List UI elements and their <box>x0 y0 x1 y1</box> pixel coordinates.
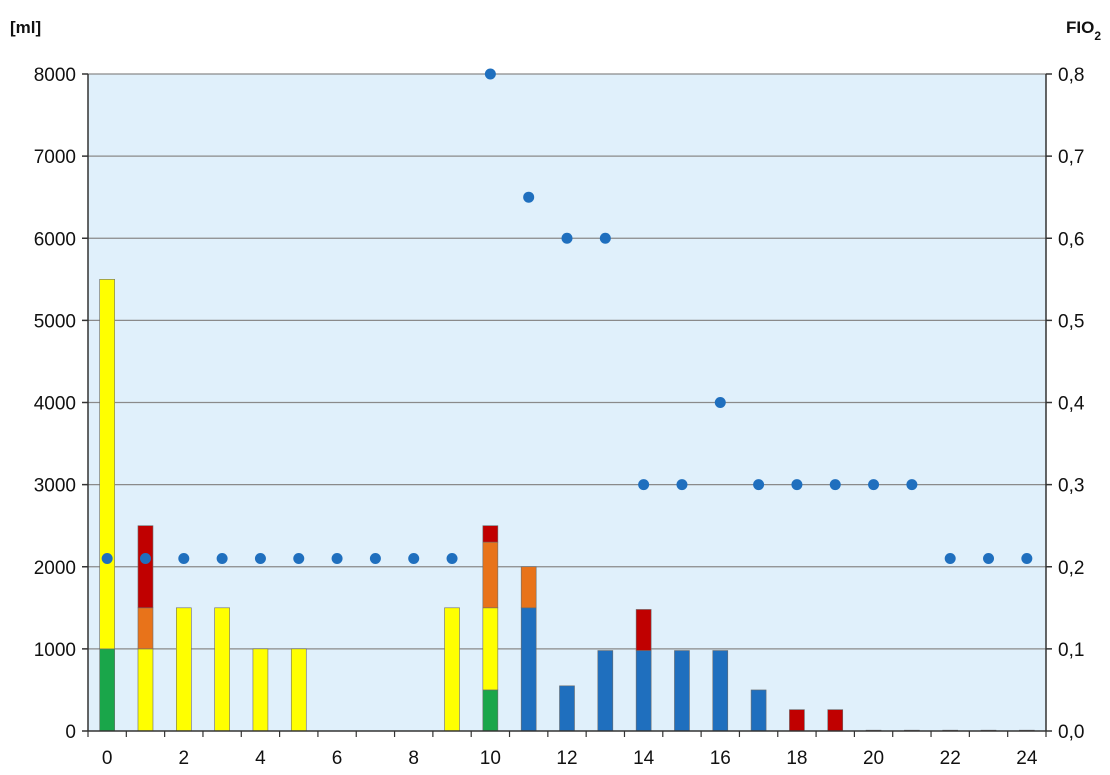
x-tick-label: 14 <box>633 748 655 769</box>
axes <box>82 73 1052 737</box>
fio2-point <box>829 479 841 491</box>
fio2-point <box>446 553 458 565</box>
left-tick-label: 0 <box>65 722 76 743</box>
bars <box>99 279 1035 732</box>
fio2-point <box>638 479 650 491</box>
fio2-point <box>178 553 190 565</box>
right-tick-label: 0,3 <box>1058 476 1084 497</box>
bar-segment <box>290 648 307 732</box>
bar-segment <box>635 609 652 651</box>
bar-segment <box>482 541 499 609</box>
left-tick-label: 1000 <box>34 640 76 661</box>
bar-segment <box>137 648 154 732</box>
bar-segment <box>559 685 575 732</box>
x-tick-label: 2 <box>179 748 190 769</box>
bar-segment <box>214 607 230 732</box>
left-tick-label: 5000 <box>34 311 76 332</box>
x-tick-label: 22 <box>940 748 961 769</box>
left-tick-label: 8000 <box>34 65 76 86</box>
bar-segment <box>712 650 729 732</box>
bar-segment <box>597 650 614 732</box>
bar-segment <box>674 650 690 732</box>
fio2-point <box>944 553 956 565</box>
fio2-point <box>676 479 688 491</box>
bar-segment <box>99 279 115 650</box>
fio2-point <box>753 479 765 491</box>
fio2-point <box>101 553 113 565</box>
tick-labels: 0 1000 2000 3000 4000 5000 6000 7000 8000 0,0 0,1 0… <box>34 65 1085 769</box>
left-axis-unit: [ml] <box>10 18 41 37</box>
bar-segment <box>827 709 844 732</box>
bar-segment <box>482 689 499 732</box>
bar-segment <box>482 607 499 691</box>
fio2-point <box>906 479 918 491</box>
right-tick-label: 0,6 <box>1058 229 1084 250</box>
fio2-points <box>101 68 1033 565</box>
fio2-point <box>868 479 880 491</box>
fio2-point <box>331 553 343 565</box>
bar-segment <box>750 689 767 732</box>
right-tick-label: 0,8 <box>1058 65 1084 86</box>
fio2-point <box>599 232 611 244</box>
x-tick-label: 4 <box>255 748 266 769</box>
right-tick-label: 0,4 <box>1058 394 1085 415</box>
fio2-point <box>369 553 381 565</box>
fio2-point <box>293 553 305 565</box>
x-tick-label: 0 <box>102 748 113 769</box>
fio2-point <box>408 553 420 565</box>
x-tick-label: 16 <box>710 748 731 769</box>
fio2-point <box>791 479 803 491</box>
x-tick-label: 20 <box>863 748 884 769</box>
bar-segment <box>482 525 499 543</box>
right-tick-label: 0,7 <box>1058 147 1084 168</box>
bar-segment <box>444 607 460 732</box>
x-tick-label: 12 <box>556 748 577 769</box>
x-tick-label: 18 <box>786 748 807 769</box>
fio2-point <box>484 68 496 80</box>
bar-segment <box>137 525 154 609</box>
left-tick-label: 3000 <box>34 476 76 497</box>
bar-segment <box>99 648 115 732</box>
bar-segment <box>137 607 154 650</box>
right-tick-label: 0,1 <box>1058 640 1084 661</box>
x-tick-label: 10 <box>480 748 501 769</box>
x-tick-label: 8 <box>408 748 419 769</box>
bar-segment <box>520 607 537 732</box>
right-tick-label: 0,2 <box>1058 558 1084 579</box>
bar-segment <box>252 648 269 732</box>
bar-segment <box>176 607 192 732</box>
bar-segment <box>520 566 537 609</box>
fio2-point <box>523 191 535 203</box>
right-tick-label: 0,5 <box>1058 311 1084 332</box>
fio2-point <box>254 553 266 565</box>
left-tick-label: 7000 <box>34 147 76 168</box>
left-tick-label: 2000 <box>34 558 76 579</box>
bar-segment <box>635 650 652 732</box>
fio2-point <box>561 232 573 244</box>
left-tick-label: 4000 <box>34 394 76 415</box>
fio2-point <box>714 397 726 408</box>
bar-segment <box>789 709 805 732</box>
fio2-point <box>216 553 228 565</box>
fio2-point <box>139 553 151 565</box>
x-tick-label: 24 <box>1016 748 1038 769</box>
x-tick-label: 6 <box>332 748 343 769</box>
right-tick-label: 0,0 <box>1058 722 1084 743</box>
fio2-point <box>1021 553 1033 565</box>
right-axis-unit: FIO2 <box>1066 18 1101 43</box>
left-tick-label: 6000 <box>34 229 76 250</box>
fio2-point <box>983 553 995 565</box>
